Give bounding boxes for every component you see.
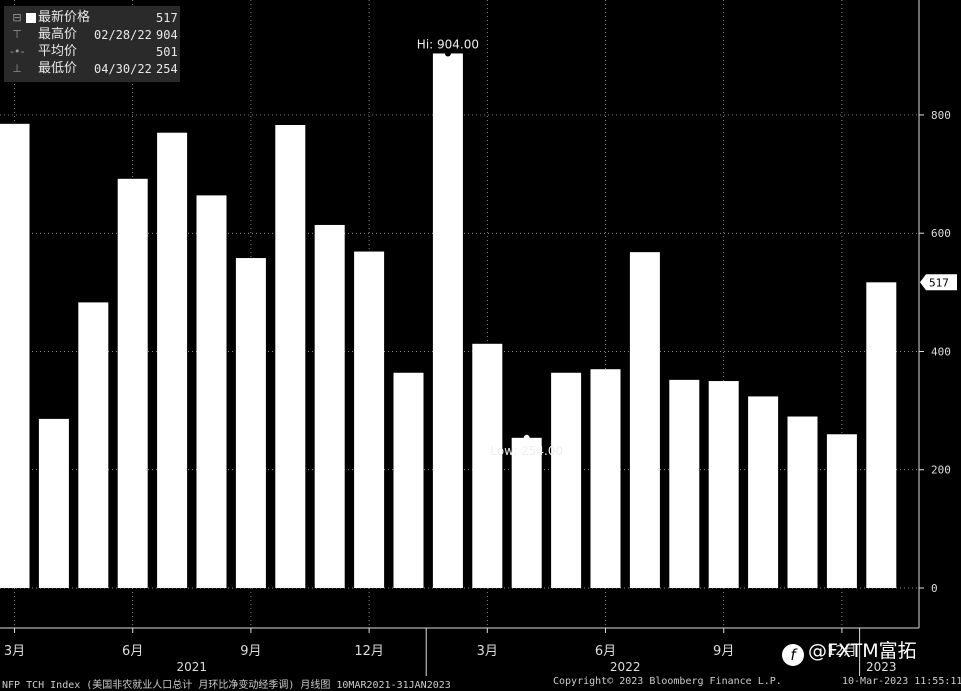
bars [0,53,897,589]
y-tick-label: 600 [931,227,951,240]
legend-value-avg: 501 [156,45,178,59]
footer-timestamp: 10-Mar-2023 11:55:11 [842,676,961,687]
bar-2021-11 [314,224,345,588]
year-label: 2023 [866,660,897,674]
high-label: Hi: 904.00 [417,37,479,51]
bar-2022-05 [551,372,582,588]
last-value-badge [920,274,957,291]
legend-label-avg: 平均价 [38,44,78,59]
legend-label-high: 最高价 [38,27,78,42]
bar-2021-05 [78,302,109,588]
bar-2022-04 [511,437,542,588]
x-tick-label: 9月 [240,644,261,659]
y-tick-label: 400 [931,345,951,358]
last-value-label: 517 [929,276,949,289]
bar-2021-03 [0,123,30,588]
watermark-text: @FXTM富拓 [808,640,917,662]
footer-copyright: Copyright© 2023 Bloomberg Finance L.P. [553,676,782,687]
watermark: f @FXTM富拓 [782,636,917,666]
white-square-icon [26,13,36,23]
bar-2021-12 [354,251,385,588]
axes: 0 200 400 600 800 3月 6月 9月 12月 3月 6月 9月 12月 2021 2022 2… [0,0,951,676]
footer-series-info: NFP TCH Index (美国非农就业人口总计 月环比净变动经季调) 月线图… [2,680,451,691]
bar-2023-01 [866,282,897,588]
bar-2022-10 [748,396,779,588]
bar-2021-06 [117,178,148,588]
legend-date-low: 04/30/22 [94,62,152,76]
legend-label-last: 最新价格 [38,10,91,25]
x-tick-label: 12月 [354,644,384,659]
bar-2022-12 [826,434,857,588]
legend-value-high: 904 [156,28,178,42]
bar-2022-03 [472,343,503,588]
x-tick-label: 12月 [827,644,857,659]
y-tick-label: 800 [931,109,951,122]
year-label: 2021 [177,660,208,674]
average-marker-icon: -•- [10,45,25,58]
collapse-icon[interactable]: ⊟ [12,11,22,24]
bar-2021-08 [196,195,227,588]
legend-panel: ⊟ 最新价格 517 ⊤ 最高价 02/28/22 904 -•- 平均价 50… [4,6,180,82]
legend-label-low: 最低价 [38,61,78,76]
bar-2021-04 [38,418,69,588]
bar-2022-01 [393,372,424,588]
x-tick-label: 3月 [4,644,25,659]
f-logo-icon: f [782,644,804,666]
low-point [523,434,530,441]
bar-2022-07 [629,252,660,588]
y-tick-label: 200 [931,464,951,477]
x-tick-label: 6月 [595,644,616,659]
x-tick-label: 9月 [713,644,734,659]
y-tick-label: 0 [931,582,938,595]
legend-value-last: 517 [156,11,178,25]
bar-2022-08 [669,379,700,588]
bar-2022-09 [708,381,739,588]
low-marker-icon: ⊥ [12,62,22,75]
low-label: Low: 254.00 [490,444,563,458]
x-tick-label: 6月 [122,644,143,659]
legend-date-high: 02/28/22 [94,28,152,42]
bar-2022-11 [787,416,818,588]
x-tick-label: 3月 [477,644,498,659]
high-marker-icon: ⊤ [12,28,22,41]
bar-2022-02 [432,53,463,589]
high-point [444,50,451,57]
bar-2021-07 [157,132,188,588]
chart-labels: Hi: 904.00 Low: 254.00 517 [417,37,957,458]
gridlines [0,0,919,628]
bar-2021-09 [235,258,266,588]
bar-2021-10 [275,125,306,589]
bar-2022-06 [590,369,621,588]
year-label: 2022 [610,660,641,674]
legend-value-low: 254 [156,62,178,76]
